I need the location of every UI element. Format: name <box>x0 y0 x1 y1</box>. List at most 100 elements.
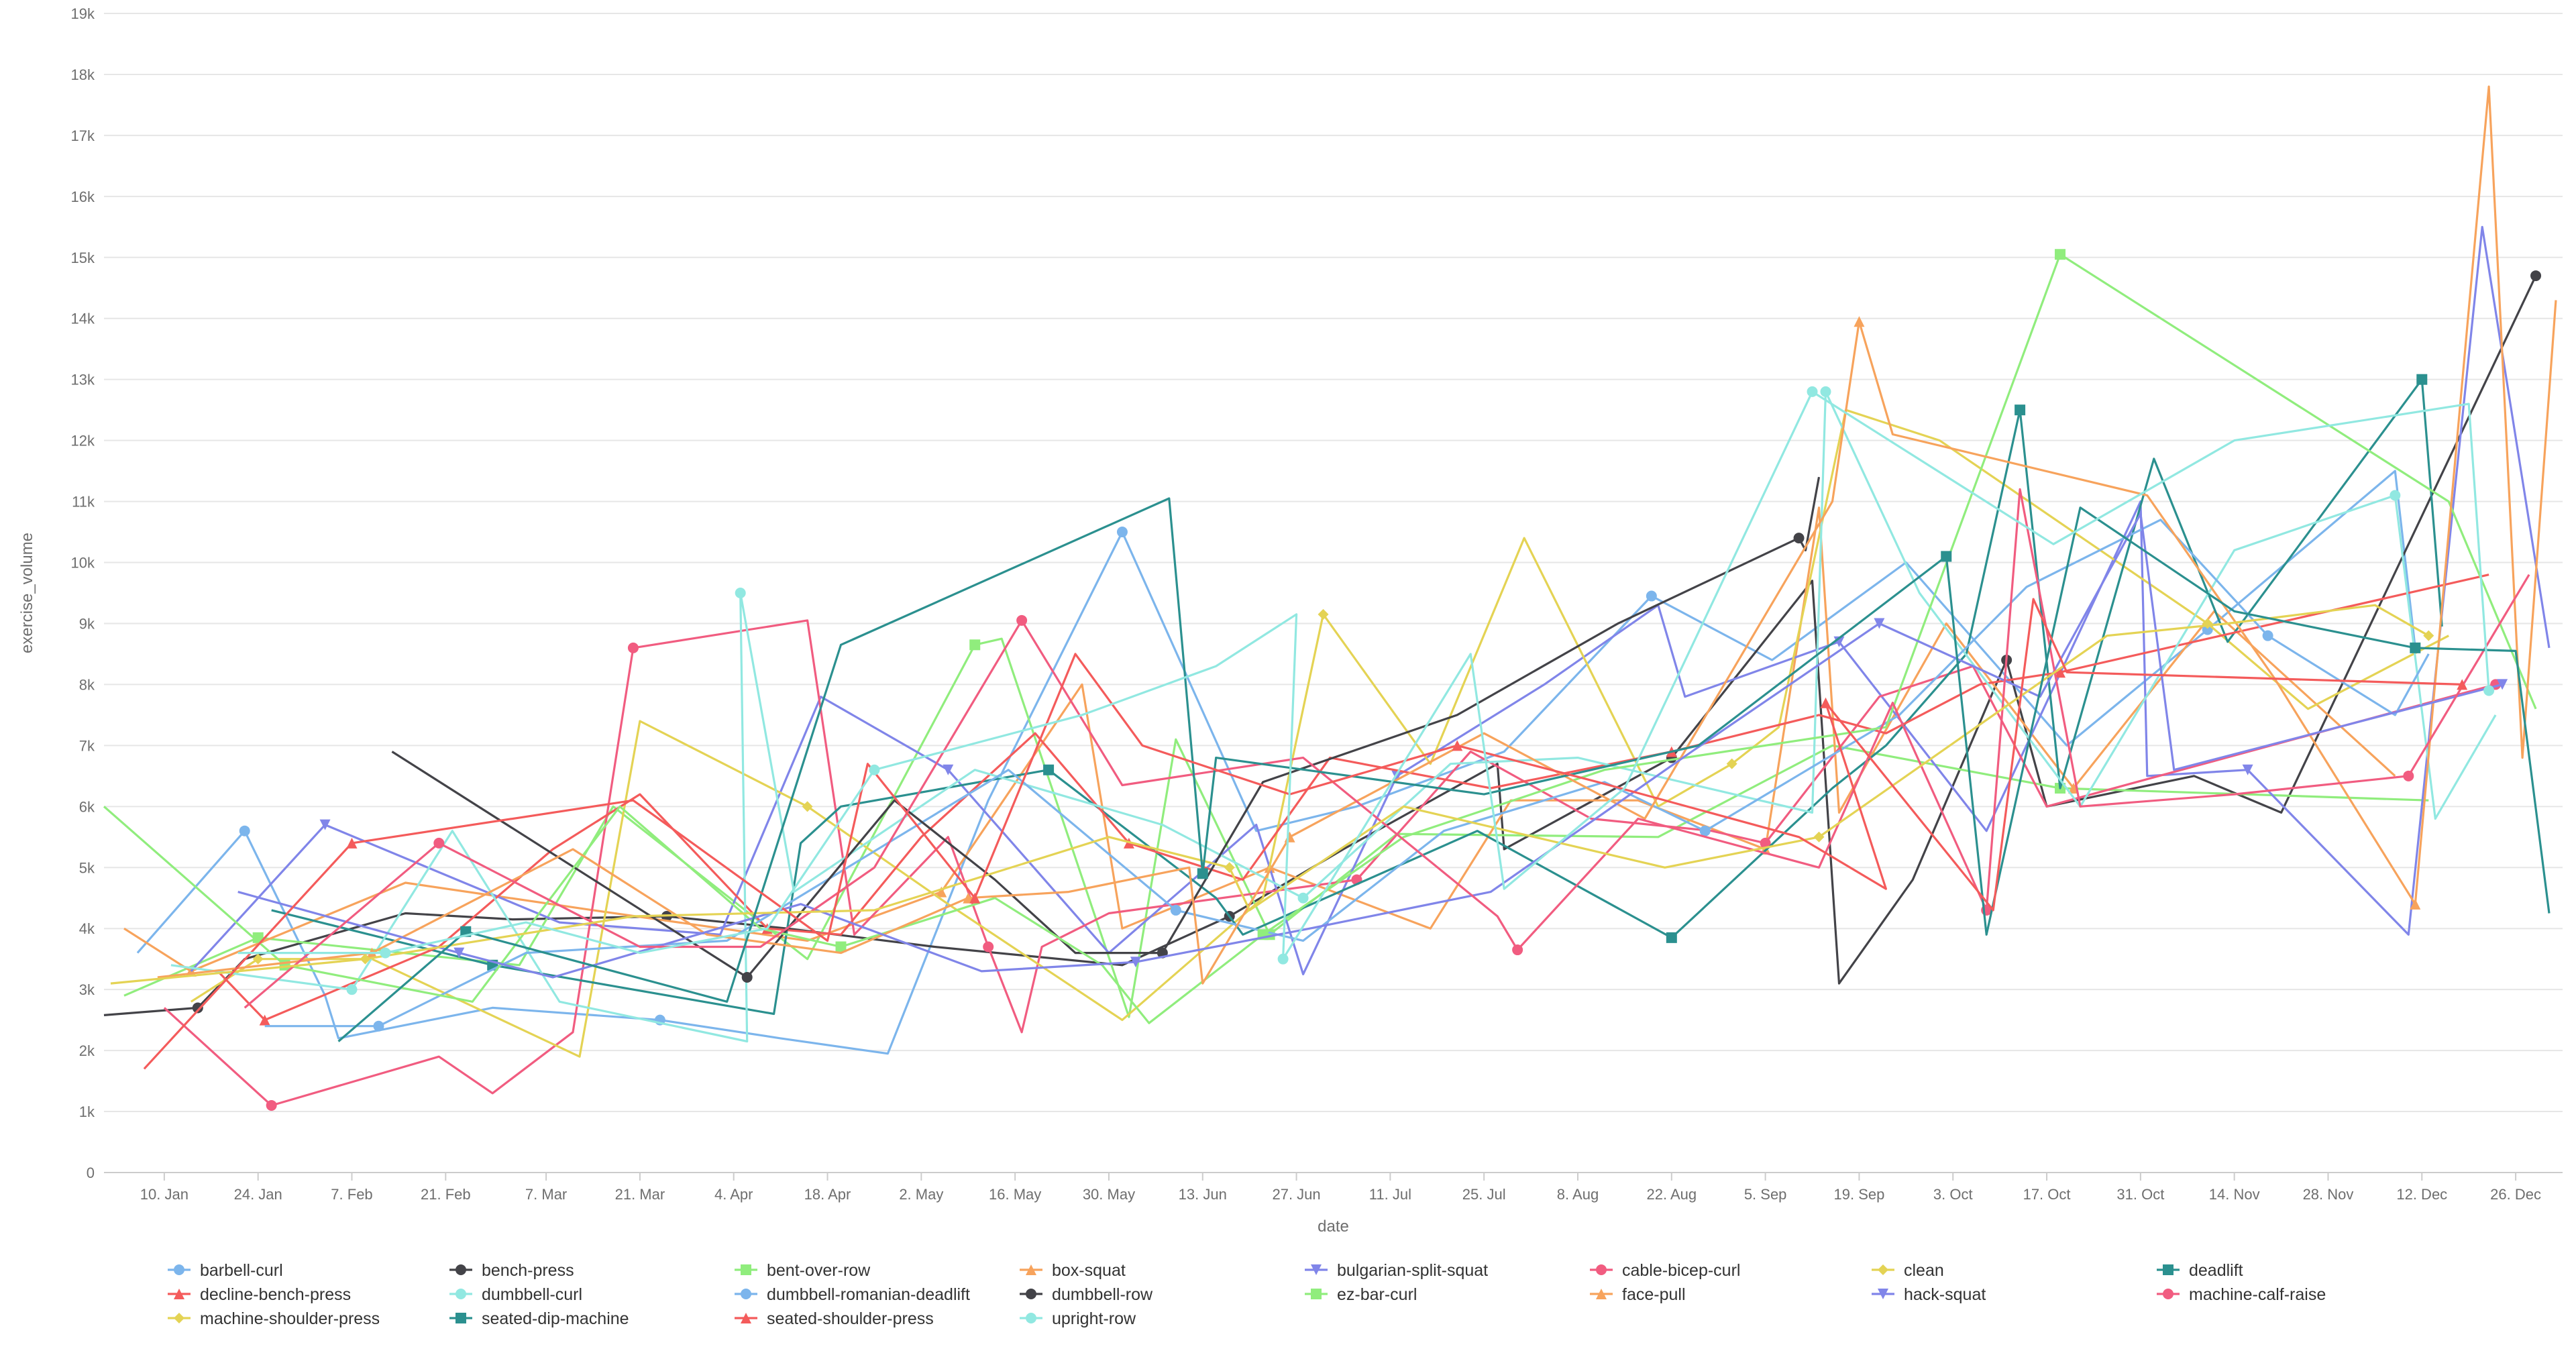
data-point <box>239 825 250 836</box>
data-point <box>346 984 358 995</box>
legend-item-dumbbell-romanian-deadlift[interactable]: dumbbell-romanian-deadlift <box>735 1285 970 1304</box>
data-point <box>1813 831 1825 843</box>
data-point <box>252 953 264 965</box>
series-line <box>190 225 2551 975</box>
data-point <box>2457 679 2468 690</box>
legend-marker <box>741 1289 751 1299</box>
legend-item-dumbbell-curl[interactable]: dumbbell-curl <box>449 1285 582 1304</box>
series-machine-shoulder-press <box>110 604 2434 985</box>
legend-item-seated-shoulder-press[interactable]: seated-shoulder-press <box>735 1309 934 1328</box>
data-point <box>943 764 954 775</box>
x-axis-title: date <box>1318 1217 1349 1236</box>
series-ez-bar-curl <box>103 249 2537 1024</box>
series-line <box>143 598 2463 1070</box>
legend-marker <box>1311 1289 1322 1299</box>
series-line <box>264 519 2430 1028</box>
legend-item-deadlift[interactable]: deadlift <box>2157 1261 2243 1280</box>
data-point <box>1699 825 1711 836</box>
data-point <box>835 941 847 953</box>
y-tick-label: 17k <box>71 127 95 144</box>
data-point <box>2497 679 2508 690</box>
legend-item-cable-bicep-curl[interactable]: cable-bicep-curl <box>1590 1261 1740 1280</box>
legend-marker <box>2163 1289 2174 1299</box>
data-point <box>2530 270 2542 282</box>
y-tick-label: 13k <box>71 372 95 388</box>
legend-item-hack-squat[interactable]: hack-squat <box>1872 1285 1986 1304</box>
legend-item-machine-calf-raise[interactable]: machine-calf-raise <box>2157 1285 2326 1304</box>
y-tick-label: 15k <box>71 250 95 266</box>
legend-label: decline-bench-press <box>200 1285 351 1304</box>
series-clean <box>190 409 2449 1058</box>
data-point <box>373 1020 384 1032</box>
data-point <box>1874 618 1885 629</box>
legend-label: seated-dip-machine <box>482 1309 629 1328</box>
legend-marker <box>174 1289 184 1299</box>
y-tick-label: 8k <box>79 676 95 693</box>
series-line <box>244 488 2530 1009</box>
legend-item-bench-press[interactable]: bench-press <box>449 1261 574 1280</box>
series-line <box>110 604 2430 985</box>
y-tick-label: 12k <box>71 433 95 449</box>
legend-marker <box>455 1313 466 1323</box>
data-point <box>627 642 639 653</box>
legend-label: ez-bar-curl <box>1337 1285 1417 1304</box>
legend-item-upright-row[interactable]: upright-row <box>1020 1309 1136 1328</box>
series-line <box>190 409 2449 1058</box>
series-line <box>337 497 2551 1042</box>
legend-label: hack-squat <box>1904 1285 1986 1304</box>
data-point <box>2390 490 2401 501</box>
legend-label: barbell-curl <box>200 1261 283 1280</box>
series-seated-shoulder-press <box>143 598 2468 1070</box>
x-tick-label: 22. Aug <box>1646 1186 1697 1203</box>
data-point <box>266 1099 277 1111</box>
legend-item-seated-dip-machine[interactable]: seated-dip-machine <box>449 1309 629 1328</box>
series-line <box>103 253 2537 1024</box>
x-tick-label: 24. Jan <box>234 1186 282 1203</box>
legend-item-dumbbell-row[interactable]: dumbbell-row <box>1020 1285 1153 1304</box>
legend-item-face-pull[interactable]: face-pull <box>1590 1285 1686 1304</box>
legend-item-bent-over-row[interactable]: bent-over-row <box>735 1261 871 1280</box>
data-point <box>1820 697 1831 708</box>
legend-marker <box>174 1264 184 1275</box>
legend-marker <box>174 1313 184 1323</box>
data-point <box>1666 932 1677 943</box>
data-point <box>1646 590 1657 602</box>
legend-item-clean[interactable]: clean <box>1872 1261 1944 1280</box>
legend-label: face-pull <box>1622 1285 1686 1304</box>
legend-item-machine-shoulder-press[interactable]: machine-shoulder-press <box>168 1309 380 1328</box>
legend-item-barbell-curl[interactable]: barbell-curl <box>168 1261 283 1280</box>
y-tick-label: 9k <box>79 615 95 632</box>
x-tick-label: 7. Mar <box>525 1186 567 1203</box>
legend-label: box-squat <box>1052 1261 1126 1280</box>
x-tick-label: 2. May <box>899 1186 943 1203</box>
x-tick-label: 14. Nov <box>2209 1186 2260 1203</box>
y-axis-title: exercise_volume <box>18 533 36 653</box>
legend-item-bulgarian-split-squat[interactable]: bulgarian-split-squat <box>1305 1261 1488 1280</box>
x-tick-label: 16. May <box>989 1186 1041 1203</box>
data-point <box>936 886 947 898</box>
legend-item-decline-bench-press[interactable]: decline-bench-press <box>168 1285 351 1304</box>
data-point <box>1277 953 1289 965</box>
series-line <box>103 275 2537 1016</box>
legend-label: bent-over-row <box>767 1261 871 1280</box>
data-point <box>969 639 981 651</box>
series-line <box>163 619 2496 1107</box>
series-line <box>391 476 1821 979</box>
data-point <box>1197 868 1208 879</box>
data-point <box>1284 831 1295 843</box>
x-tick-label: 10. Jan <box>140 1186 189 1203</box>
grid-layer <box>104 13 2563 1173</box>
x-tick-label: 17. Oct <box>2023 1186 2071 1203</box>
y-tick-label: 3k <box>79 981 95 998</box>
x-tick-label: 21. Mar <box>615 1186 665 1203</box>
data-point <box>1318 608 1329 620</box>
legend-item-box-squat[interactable]: box-squat <box>1020 1261 1126 1280</box>
legend-marker <box>741 1313 751 1323</box>
x-tick-label: 11. Jul <box>1369 1186 1411 1203</box>
legend-item-ez-bar-curl[interactable]: ez-bar-curl <box>1305 1285 1417 1304</box>
x-tick-label: 26. Dec <box>2490 1186 2541 1203</box>
y-axis: 0 1k 2k 3k 4k 5k 6k 7k 8k 9k 10k 11k 12k 13k 14k 15k 16k… <box>71 5 95 1181</box>
legend: barbell-curl bench-press bent-over-row box-… <box>168 1261 2326 1328</box>
